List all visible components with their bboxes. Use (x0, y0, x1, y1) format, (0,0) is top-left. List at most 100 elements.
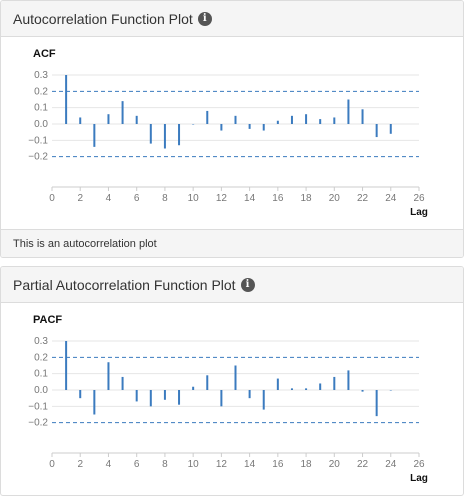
pacf-bar-lag-22 (361, 390, 364, 392)
pacf-x-tick-label: 18 (301, 459, 313, 470)
acf-bar-lag-7 (149, 124, 152, 144)
acf-bar-lag-3 (93, 124, 96, 147)
acf-x-tick-label: 8 (162, 193, 168, 204)
acf-bar-lag-17 (290, 115, 293, 124)
acf-y-tick-label: 0.3 (34, 70, 48, 81)
pacf-chart: PACF−0.2−0.10.00.10.20.30 2 4 6 8 10 12 14 16 18 2… (28, 314, 428, 484)
acf-y-tick-label: −0.1 (28, 135, 48, 146)
pacf-bar-lag-9 (178, 390, 181, 405)
acf-x-tick-label: 16 (272, 193, 284, 204)
acf-bar-lag-12 (220, 124, 223, 131)
acf-x-tick-label: 6 (134, 193, 140, 204)
pacf-x-tick-label: 2 (77, 459, 83, 470)
pacf-bar-lag-17 (290, 388, 293, 390)
pacf-y-tick-label: 0.2 (34, 352, 48, 363)
acf-x-tick-label: 2 (77, 193, 83, 204)
acf-bar-lag-18 (305, 114, 308, 124)
pacf-panel-header: Partial Autocorrelation Function Plot i (1, 267, 463, 303)
pacf-x-tick-label: 14 (244, 459, 256, 470)
pacf-bar-lag-6 (135, 390, 138, 402)
acf-bar-lag-2 (79, 117, 82, 124)
pacf-bar-lag-1 (65, 341, 68, 390)
pacf-y-axis-label: PACF (33, 314, 62, 326)
acf-chart: ACF−0.2−0.10.00.10.20.30 2 4 6 8 10 12 14 16 18 20… (28, 48, 428, 218)
acf-bar-lag-8 (163, 124, 166, 149)
pacf-bar-lag-3 (93, 390, 96, 415)
pacf-bar-lag-7 (149, 390, 152, 407)
acf-x-tick-label: 14 (244, 193, 256, 204)
acf-bar-lag-1 (65, 75, 68, 124)
acf-footer-text: This is an autocorrelation plot (13, 237, 157, 250)
pacf-bar-lag-12 (220, 390, 223, 407)
pacf-x-tick-label: 12 (216, 459, 228, 470)
acf-bar-lag-15 (262, 124, 265, 131)
pacf-bar-lag-14 (248, 390, 251, 399)
acf-bar-lag-24 (389, 124, 392, 134)
acf-bar-lag-10 (192, 124, 195, 125)
acf-bar-lag-4 (107, 114, 110, 124)
pacf-bar-lag-16 (276, 378, 279, 390)
acf-y-tick-label: 0.0 (34, 119, 48, 130)
acf-x-tick-label: 4 (106, 193, 112, 204)
pacf-y-tick-label: 0.1 (34, 369, 48, 380)
acf-panel-footer: This is an autocorrelation plot (1, 229, 463, 257)
pacf-bar-lag-8 (163, 390, 166, 400)
pacf-bar-lag-2 (79, 390, 82, 399)
acf-bar-lag-16 (276, 120, 279, 124)
acf-panel-title: Autocorrelation Function Plot (13, 10, 193, 27)
info-icon[interactable]: i (240, 277, 255, 292)
pacf-panel-title: Partial Autocorrelation Function Plot (13, 276, 236, 293)
acf-x-axis-label: Lag (410, 207, 428, 218)
acf-bar-lag-21 (347, 99, 350, 124)
pacf-x-tick-label: 16 (272, 459, 284, 470)
pacf-x-tick-label: 22 (357, 459, 369, 470)
pacf-y-tick-label: −0.1 (28, 401, 48, 412)
pacf-x-tick-label: 6 (134, 459, 140, 470)
pacf-bar-lag-13 (234, 365, 237, 390)
acf-bar-lag-13 (234, 115, 237, 124)
acf-bar-lag-6 (135, 115, 138, 124)
acf-x-tick-label: 20 (329, 193, 341, 204)
acf-bar-lag-19 (319, 119, 322, 124)
pacf-x-tick-label: 10 (188, 459, 200, 470)
pacf-bar-lag-11 (206, 375, 209, 390)
pacf-y-tick-label: 0.0 (34, 385, 48, 396)
acf-y-tick-label: −0.2 (28, 152, 48, 163)
acf-bar-lag-9 (178, 124, 181, 146)
pacf-bar-lag-21 (347, 370, 350, 390)
acf-y-axis-label: ACF (33, 48, 56, 60)
acf-x-tick-label: 10 (188, 193, 200, 204)
acf-bar-lag-20 (333, 117, 336, 124)
pacf-panel: Partial Autocorrelation Function Plot i … (0, 266, 464, 496)
acf-x-tick-label: 0 (49, 193, 55, 204)
acf-bar-lag-23 (375, 124, 378, 138)
acf-x-tick-label: 24 (385, 193, 397, 204)
pacf-bar-lag-4 (107, 362, 110, 390)
pacf-bar-lag-15 (262, 390, 265, 410)
pacf-x-tick-label: 20 (329, 459, 341, 470)
pacf-x-tick-label: 26 (413, 459, 425, 470)
acf-bar-lag-11 (206, 110, 209, 124)
pacf-y-tick-label: 0.3 (34, 336, 48, 347)
pacf-bar-lag-10 (192, 386, 195, 390)
acf-bar-lag-14 (248, 124, 251, 129)
pacf-x-tick-label: 4 (106, 459, 112, 470)
pacf-bar-lag-5 (121, 376, 124, 390)
pacf-bar-lag-18 (305, 388, 308, 390)
pacf-x-tick-label: 24 (385, 459, 397, 470)
acf-y-tick-label: 0.1 (34, 103, 48, 114)
acf-panel: Autocorrelation Function Plot i ACF −0.2 −… (0, 0, 464, 258)
acf-panel-header: Autocorrelation Function Plot i (1, 1, 463, 37)
pacf-bar-lag-19 (319, 383, 322, 390)
pacf-bar-lag-20 (333, 376, 336, 390)
acf-y-tick-label: 0.2 (34, 86, 48, 97)
acf-x-tick-label: 22 (357, 193, 369, 204)
pacf-bar-lag-24 (389, 390, 392, 391)
pacf-x-tick-label: 0 (49, 459, 55, 470)
pacf-bar-lag-23 (375, 390, 378, 417)
pacf-y-tick-label: −0.2 (28, 418, 48, 429)
info-icon[interactable]: i (197, 11, 212, 26)
pacf-x-tick-label: 8 (162, 459, 168, 470)
acf-x-tick-label: 18 (301, 193, 313, 204)
acf-bar-lag-22 (361, 109, 364, 124)
